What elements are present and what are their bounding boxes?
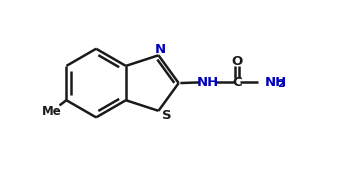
Text: N: N bbox=[155, 43, 166, 56]
Text: C: C bbox=[232, 76, 242, 89]
Text: O: O bbox=[231, 55, 243, 68]
Text: S: S bbox=[162, 110, 172, 122]
Text: NH: NH bbox=[197, 76, 219, 89]
Text: NH: NH bbox=[265, 76, 287, 89]
Text: Me: Me bbox=[42, 105, 62, 118]
Text: 2: 2 bbox=[277, 79, 285, 89]
